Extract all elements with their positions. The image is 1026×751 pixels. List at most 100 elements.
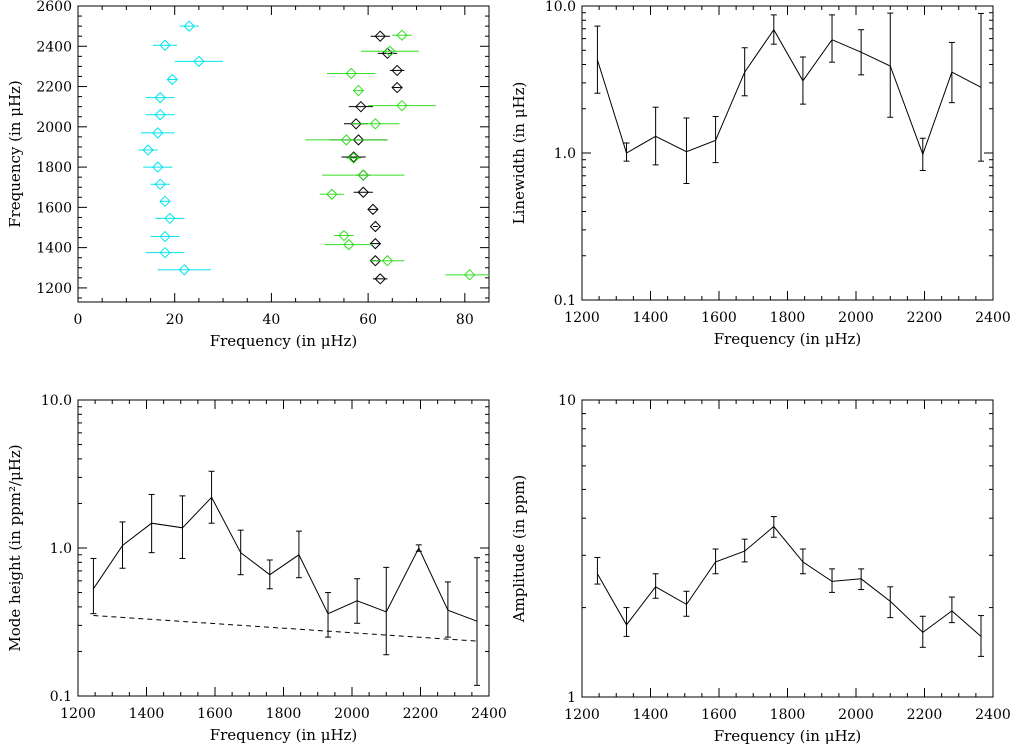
x-axis-label: Frequency (in μHz) — [210, 726, 358, 744]
x-tick-label: 1600 — [701, 310, 737, 326]
x-tick-label: 1600 — [701, 707, 737, 723]
x-tick-label: 40 — [262, 312, 280, 328]
chart-panel-4: 1200 1400 1600 1800 2000 2200 2400 1 10 Frequency… — [510, 393, 1011, 745]
y-tick-label: 2000 — [36, 120, 72, 136]
x-tick-label: 0 — [74, 312, 83, 328]
x-tick-label: 1600 — [197, 706, 233, 722]
y-tick-label: 1.0 — [554, 146, 576, 162]
y-tick-label: 2600 — [36, 0, 72, 15]
plot-frame — [581, 5, 994, 301]
y-tick-label: 1600 — [36, 200, 72, 216]
data-point — [374, 30, 386, 42]
series-line — [596, 28, 982, 156]
y-tick-label: 1 — [567, 690, 576, 706]
x-tick-label: 2200 — [403, 706, 439, 722]
chart-panel-2: 1200 1400 1600 1800 2000 2200 2400 0.1 1.0 10.0 Fr… — [510, 0, 1011, 348]
data-point — [183, 20, 195, 32]
data-point — [193, 55, 205, 68]
data-point — [357, 169, 369, 181]
data-point — [154, 109, 166, 121]
y-axis-label: Mode height (in ppm²/μHz) — [6, 444, 24, 651]
data-point — [355, 100, 367, 113]
chart-panel-1: 0 20 40 60 80 1200 1400 1600 1800 2000 2200 2400 260… — [6, 0, 490, 350]
series-1 — [594, 12, 985, 185]
series-1 — [90, 470, 481, 686]
data-point — [152, 161, 164, 173]
x-tick-label: 60 — [359, 312, 377, 328]
data-point — [396, 29, 408, 41]
data-point — [381, 255, 394, 267]
y-axis-label: Frequency (in μHz) — [6, 80, 24, 228]
x-tick-label: 1200 — [564, 707, 600, 723]
x-tick-label: 1400 — [633, 310, 669, 326]
y-tick-label: 0.1 — [50, 689, 72, 705]
x-tick-label: 1800 — [770, 310, 806, 326]
data-point — [159, 39, 171, 51]
data-point — [357, 186, 369, 198]
series-line — [596, 525, 982, 637]
x-tick-label: 1200 — [564, 310, 600, 326]
data-point — [391, 64, 403, 77]
y-tick-label: 10.0 — [41, 393, 72, 409]
x-tick-label: 1400 — [129, 706, 165, 722]
data-point — [154, 91, 166, 104]
data-point — [166, 73, 178, 86]
data-point — [164, 212, 176, 225]
data-point — [350, 118, 362, 130]
plot-frame — [581, 399, 994, 698]
data-point — [343, 238, 355, 251]
x-tick-label: 1800 — [770, 707, 806, 723]
data-point — [338, 229, 350, 242]
x-tick-label: 1800 — [266, 706, 302, 722]
data-point — [384, 45, 396, 58]
data-point — [159, 195, 171, 208]
data-point — [369, 220, 382, 233]
x-axis-label: Frequency (in μHz) — [714, 727, 862, 745]
y-tick-label: 10 — [558, 393, 576, 409]
data-point — [367, 203, 379, 216]
x-tick-label: 2400 — [471, 706, 507, 722]
x-tick-label: 20 — [166, 312, 184, 328]
series-1 — [138, 20, 224, 276]
x-tick-label: 2200 — [907, 707, 943, 723]
y-tick-label: 1400 — [36, 241, 72, 257]
data-point — [142, 144, 154, 156]
series-line — [92, 496, 478, 622]
data-point — [347, 151, 360, 163]
plot-frame — [77, 399, 490, 697]
x-tick-label: 2400 — [975, 310, 1011, 326]
data-point — [396, 99, 408, 112]
y-tick-label: 1.0 — [50, 541, 72, 557]
y-axis-label: Linewidth (in μHz) — [510, 82, 528, 225]
x-tick-label: 80 — [456, 312, 474, 328]
data-point — [152, 127, 164, 139]
x-tick-label: 1200 — [60, 706, 96, 722]
data-point — [391, 81, 403, 94]
data-point — [369, 118, 382, 130]
data-point — [352, 134, 365, 146]
series-2 — [329, 30, 405, 285]
y-axis-label: Amplitude (in ppm) — [510, 475, 528, 624]
data-point — [345, 67, 357, 80]
y-tick-label: 1200 — [36, 281, 72, 297]
data-point — [374, 273, 386, 285]
data-point — [352, 84, 365, 97]
y-tick-label: 2400 — [36, 39, 72, 55]
y-tick-label: 2200 — [36, 80, 72, 96]
data-point — [154, 178, 166, 190]
x-tick-label: 2400 — [975, 707, 1011, 723]
data-point — [463, 269, 476, 281]
series-3 — [305, 29, 489, 281]
data-point — [159, 246, 171, 259]
data-point — [178, 264, 191, 276]
plot-frame — [77, 5, 490, 303]
y-tick-label: 10.0 — [545, 0, 576, 15]
data-point — [369, 255, 382, 267]
y-tick-label: 1800 — [36, 160, 72, 176]
chart-panel-3: 1200 1400 1600 1800 2000 2200 2400 0.1 1.0 10.0 Fr… — [6, 393, 507, 744]
x-tick-label: 2200 — [907, 310, 943, 326]
data-point — [347, 152, 360, 164]
x-axis-label: Frequency (in μHz) — [714, 330, 862, 348]
data-point — [340, 134, 353, 146]
